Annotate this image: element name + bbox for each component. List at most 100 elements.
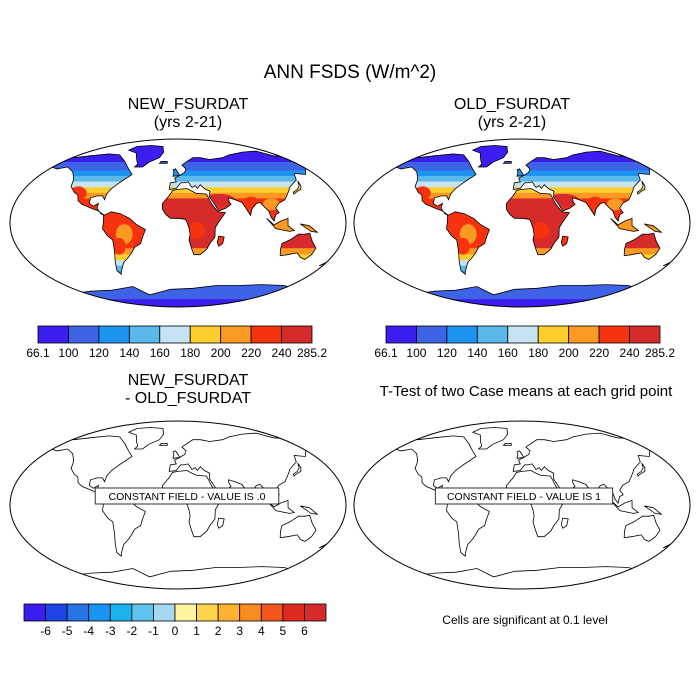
coastline-uk (172, 168, 181, 177)
colorbar-cell-old (385, 325, 417, 344)
coastline-iceland (502, 443, 512, 446)
map-background-ttest (354, 421, 690, 589)
colorbar-label-old: 200 (559, 346, 579, 360)
main-title: ANN FSDS (W/m^2) (263, 62, 437, 83)
lat-band (173, 172, 180, 176)
sa-core2 (456, 237, 470, 255)
colorbar-label-diff: -4 (83, 624, 94, 638)
lat-band (47, 304, 309, 307)
lat-band (162, 251, 226, 255)
lat-band (47, 301, 309, 305)
lat-band (395, 175, 476, 179)
colorbar-label-new: 200 (211, 346, 231, 360)
coastline-uk (516, 168, 525, 177)
coastline-iceland (158, 443, 168, 446)
map-diff (10, 421, 346, 589)
land-fill-new-guinea (300, 223, 318, 233)
coastline-north-america (51, 435, 133, 498)
lat-band (169, 164, 316, 168)
lat-band (472, 155, 508, 160)
lat-band (472, 153, 508, 157)
panel-title-diff-line1: NEW_FSURDAT (127, 372, 249, 389)
colorbar-label-diff: 6 (301, 624, 308, 638)
coastline-greenland (127, 145, 165, 168)
seasia-core (263, 198, 280, 211)
coastline-iceland (158, 161, 168, 164)
lat-band (395, 181, 476, 185)
colorbar-label-old: 180 (528, 346, 548, 360)
lat-band (446, 251, 490, 255)
lat-band (51, 158, 132, 162)
colorbar-cell-new (128, 325, 161, 344)
colorbar-label-old: 240 (620, 346, 640, 360)
coastline-australia (279, 232, 317, 260)
lat-band (395, 178, 476, 182)
congo-core (188, 222, 206, 239)
coastline-madagascar (560, 235, 569, 247)
lat-band (506, 192, 570, 196)
lat-band (513, 195, 660, 199)
colorbar-cell-new (68, 325, 100, 344)
colorbar-label-diff: 1 (193, 624, 200, 638)
lat-band (169, 158, 316, 162)
colorbar-cell-old (476, 325, 509, 344)
coastline-greenland (471, 427, 509, 450)
coastline-north-america (395, 435, 477, 498)
colorbar-label-new: 120 (89, 346, 109, 360)
lat-band (51, 161, 132, 165)
colorbar-cell-old (446, 325, 478, 344)
lat-band (506, 248, 570, 252)
congo-core (532, 222, 550, 239)
lat-band (51, 175, 132, 179)
coastline-greenland (127, 427, 165, 450)
lat-band (506, 195, 570, 199)
lat-band (169, 175, 316, 179)
annotation-ttest: CONSTANT FIELD - VALUE IS 1 (447, 491, 601, 503)
coastline-australia (623, 232, 661, 260)
colorbar-label-old: 140 (467, 346, 487, 360)
map-border-diff (9, 420, 347, 590)
land-base-new-guinea (300, 223, 318, 233)
lat-band (513, 161, 660, 165)
colorbar-label-new: 100 (58, 346, 78, 360)
map-border-old (353, 138, 691, 308)
lat-band (47, 298, 309, 302)
lat-band (280, 251, 316, 255)
colorbar-label-diff: -2 (127, 624, 138, 638)
lat-band (391, 298, 653, 302)
coastline-africa (505, 188, 571, 256)
lat-band (472, 145, 508, 148)
lat-band (395, 155, 476, 160)
lat-band (391, 290, 653, 294)
panel-title-ttest: T-Test of two Case means at each grid po… (379, 383, 673, 400)
lat-band (128, 153, 164, 157)
colorbar-cell-new (189, 325, 222, 344)
lat-band (128, 158, 164, 162)
lat-band (169, 178, 316, 182)
lat-band (472, 150, 508, 154)
lat-band (513, 155, 660, 160)
colorbar-cell-diff (282, 603, 305, 622)
lat-band (391, 295, 653, 300)
colorbar-cell-diff (304, 603, 327, 622)
colorbar-cell-diff (131, 603, 154, 622)
colorbar-label-new: 180 (180, 346, 200, 360)
lat-band (395, 186, 476, 190)
colorbar-cell-diff (45, 603, 68, 622)
coastline-south-america (446, 211, 490, 276)
coastline-indonesia (610, 217, 640, 232)
lat-band (128, 145, 164, 148)
lat-band (391, 293, 653, 297)
lat-band (503, 161, 512, 164)
lat-band (169, 186, 316, 190)
colorbar-label-diff: 5 (280, 624, 287, 638)
lat-band (280, 248, 316, 252)
coastline-japan (292, 180, 302, 195)
land-fill-madagascar (217, 236, 225, 247)
colorbar-label-diff: 0 (172, 624, 179, 638)
lat-band (102, 259, 146, 263)
lat-band (169, 183, 316, 188)
lat-band (513, 181, 660, 185)
lat-band (446, 259, 490, 263)
coastline-japan (636, 180, 646, 195)
